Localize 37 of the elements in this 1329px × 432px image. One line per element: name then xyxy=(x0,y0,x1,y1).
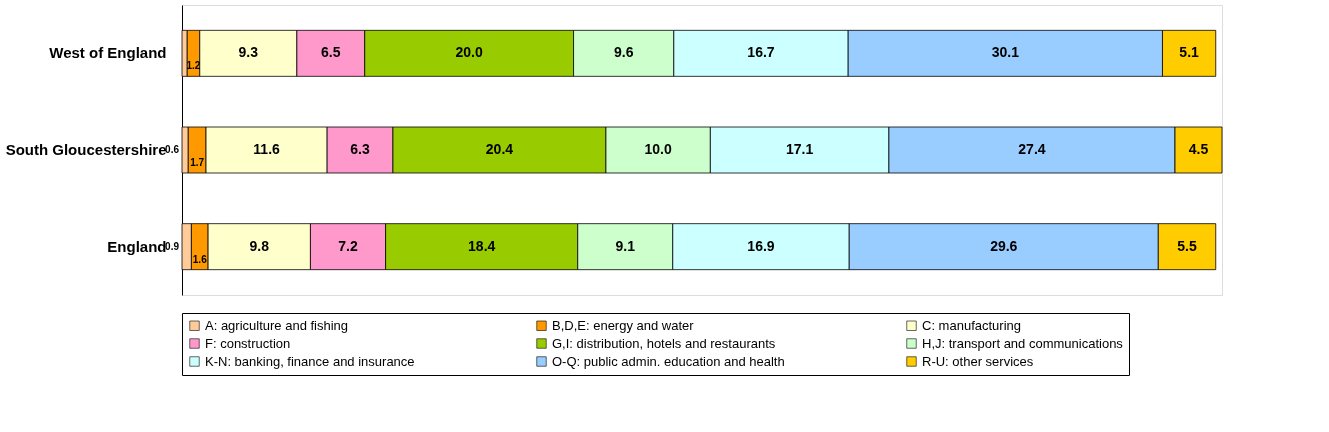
legend-label: C: manufacturing xyxy=(922,317,1021,333)
data-label: 11.6 xyxy=(253,141,281,157)
data-label: 17.1 xyxy=(786,141,814,157)
data-label: 6.5 xyxy=(321,44,341,61)
legend-label: R-U: other services xyxy=(922,353,1034,369)
legend-label: O-Q: public admin. education and health xyxy=(552,353,785,369)
legend-label: F: construction xyxy=(205,335,291,351)
data-label: 9.3 xyxy=(238,44,259,61)
data-label: 10.0 xyxy=(644,141,672,157)
data-label: 29.6 xyxy=(990,237,1018,254)
data-label: 16.7 xyxy=(747,44,775,61)
data-label: 9.8 xyxy=(249,237,270,254)
data-label: 0.9 xyxy=(165,240,180,252)
legend-label: B,D,E: energy and water xyxy=(552,317,695,333)
data-label: 1.6 xyxy=(192,253,208,265)
legend-label: G,I: distribution, hotels and restaurants xyxy=(552,335,776,351)
data-label: 1.7 xyxy=(190,157,205,168)
legend-label: K-N: banking, finance and insurance xyxy=(205,353,415,369)
data-label: 30.1 xyxy=(991,44,1020,61)
data-label: 7.2 xyxy=(338,237,358,254)
data-label: 5.5 xyxy=(1177,237,1197,254)
data-label: 20.4 xyxy=(485,141,514,157)
y-tick-label: England xyxy=(107,237,167,255)
data-label: 18.4 xyxy=(468,237,496,254)
data-label: 6.3 xyxy=(350,141,370,157)
data-label: 4.5 xyxy=(1188,141,1209,157)
data-label: 20.0 xyxy=(455,44,483,61)
data-label: 16.9 xyxy=(747,237,775,254)
data-label: 9.6 xyxy=(613,44,634,61)
data-label: 5.1 xyxy=(1179,44,1200,61)
data-label: 0.6 xyxy=(165,144,180,155)
legend-label: A: agriculture and fishing xyxy=(205,317,349,333)
y-tick-label: West of England xyxy=(49,44,167,62)
y-tick-label: South Gloucestershire xyxy=(5,141,167,158)
legend-label: H,J: transport and communications xyxy=(922,335,1124,351)
data-label: 27.4 xyxy=(1018,141,1046,157)
data-label: 9.1 xyxy=(615,237,636,254)
